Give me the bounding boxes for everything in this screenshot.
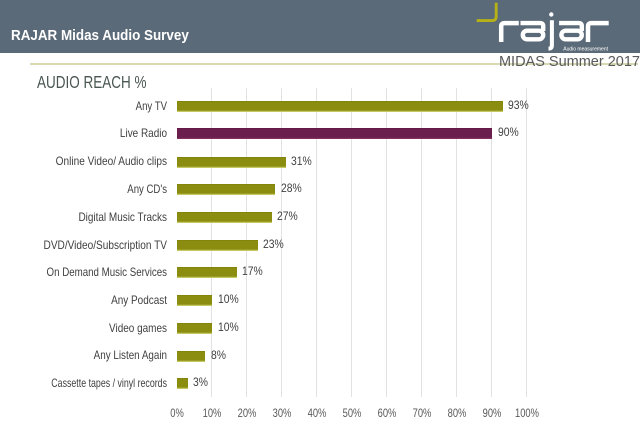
svg-text:Audio measurement: Audio measurement bbox=[563, 46, 608, 52]
